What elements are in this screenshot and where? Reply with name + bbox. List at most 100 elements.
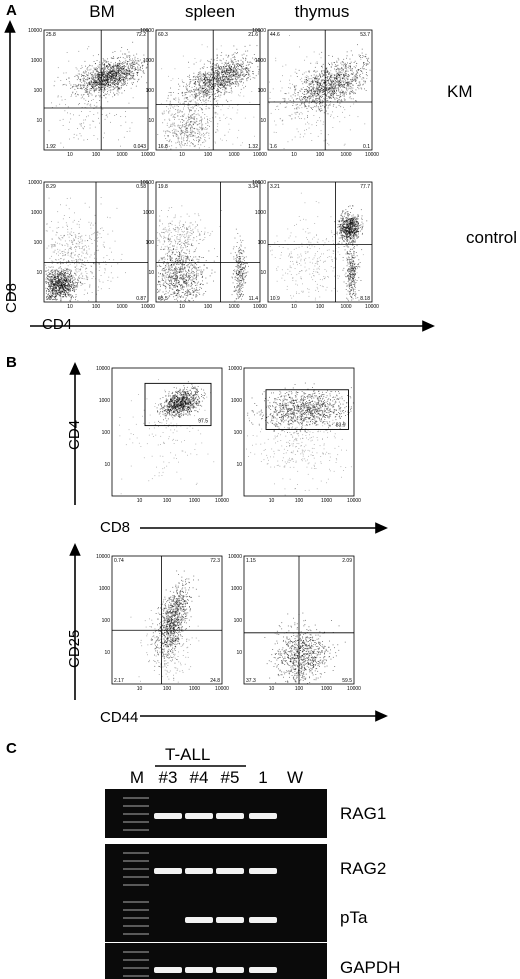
plot-frame [155, 181, 261, 303]
plot-km-spleen: 10 10 100 100 1000 1000 10000 10000 60.3 21.6 16.8… [140, 28, 267, 158]
y-tick-label: 10000 [228, 554, 242, 560]
x-tick-label: 1000 [189, 498, 200, 504]
x-tick-label: 1000 [116, 304, 127, 310]
quadrant-value-ur: 53.7 [360, 32, 370, 38]
quadrant-value-ul: 3.21 [270, 184, 280, 190]
x-tick-label: 10 [269, 686, 275, 692]
quadrant-value-ll: 37.3 [246, 678, 256, 684]
y-tick-label: 10 [148, 270, 154, 276]
x-tick-label: 100 [295, 686, 304, 692]
gel-strip-pTa [105, 893, 327, 942]
x-tick-label: 10000 [141, 304, 155, 310]
y-tick-label: 1000 [255, 58, 266, 64]
quadrant-value-ur: 21.6 [248, 32, 258, 38]
quadrant-value-lr: 8.18 [360, 296, 370, 302]
panel-b-top-x-axis-label: CD8 [100, 519, 131, 536]
y-tick-label: 100 [146, 240, 155, 246]
plot-b-cd4-cd8-2: 10 10 100 100 1000 1000 10000 10000 83.9 [228, 366, 361, 504]
quadrant-value-ul: 44.6 [270, 32, 280, 38]
y-tick-label: 10 [36, 270, 42, 276]
pcr-band [216, 868, 244, 874]
x-tick-label: 10 [137, 686, 143, 692]
y-tick-label: 100 [102, 430, 111, 436]
ladder-band [123, 852, 149, 854]
quadrant-value-ul: 1.15 [246, 558, 256, 564]
x-tick-label: 10000 [215, 498, 229, 504]
quadrant-value-lr: 59.5 [342, 678, 352, 684]
y-tick-label: 10 [236, 650, 242, 656]
y-tick-label: 1000 [99, 398, 110, 404]
plot-control-thymus: 10 10 100 100 1000 1000 10000 10000 3.21 77.7 10.9… [252, 180, 379, 310]
ladder-band [123, 884, 149, 886]
quadrant-value-ul: 25.8 [46, 32, 56, 38]
ladder-band [123, 975, 149, 977]
pcr-band [154, 868, 182, 874]
x-tick-label: 10 [291, 152, 297, 158]
quadrant-value-ul: 8.29 [46, 184, 56, 190]
y-tick-label: 1000 [31, 210, 42, 216]
panel-a-x-axis-label: CD4 [42, 316, 73, 333]
x-tick-label: 100 [92, 152, 101, 158]
x-tick-label: 100 [316, 152, 325, 158]
y-tick-label: 1000 [143, 58, 154, 64]
quadrant-value-ur: 3.34 [248, 184, 258, 190]
x-tick-label: 10000 [347, 498, 361, 504]
y-tick-label: 100 [146, 88, 155, 94]
ladder-band [123, 917, 149, 919]
lane-label: #4 [189, 768, 209, 787]
y-tick-label: 1000 [31, 58, 42, 64]
x-tick-label: 1000 [189, 686, 200, 692]
event-dots [269, 187, 368, 302]
x-tick-label: 100 [295, 498, 304, 504]
plot-km-bm: 10 10 100 100 1000 1000 10000 10000 25.8 72.2 1.92… [28, 28, 155, 158]
y-tick-label: 10 [148, 118, 154, 124]
row-label-control: control [466, 228, 518, 247]
ladder-band [123, 805, 149, 807]
gate-value: 83.9 [336, 422, 346, 428]
pcr-band [249, 868, 277, 874]
pcr-band [216, 967, 244, 973]
quadrant-value-ur: 77.7 [360, 184, 370, 190]
ladder-band [123, 951, 149, 953]
y-tick-label: 100 [234, 618, 243, 624]
pcr-band [185, 813, 213, 819]
pcr-band [249, 917, 277, 923]
lane-label: #5 [220, 768, 240, 787]
lane-label: W [286, 768, 304, 787]
ladder-band [123, 967, 149, 969]
plot-b-cd25-cd44-2: 10 10 100 100 1000 1000 10000 10000 1.15 2.09 37.3… [228, 554, 361, 692]
y-tick-label: 10 [260, 270, 266, 276]
quadrant-value-lr: 24.8 [210, 678, 220, 684]
y-tick-label: 100 [34, 88, 43, 94]
y-tick-label: 10 [104, 650, 110, 656]
quadrant-value-ll: 90.3 [46, 296, 56, 302]
y-tick-label: 1000 [231, 586, 242, 592]
y-tick-label: 10000 [28, 180, 42, 186]
pcr-band [185, 868, 213, 874]
ladder-band [123, 933, 149, 935]
plot-frame [267, 29, 373, 151]
event-dots [157, 205, 249, 302]
pcr-band [249, 967, 277, 973]
event-dots [246, 382, 354, 496]
gate-value: 97.5 [198, 419, 208, 425]
ladder-band [123, 925, 149, 927]
quadrant-value-lr: 0.87 [136, 296, 146, 302]
y-tick-label: 1000 [255, 210, 266, 216]
x-tick-label: 10 [179, 152, 185, 158]
x-tick-label: 10000 [365, 304, 379, 310]
y-tick-label: 10000 [140, 28, 154, 34]
row-label-km: KM [447, 82, 473, 101]
gate-box [265, 389, 349, 430]
y-tick-label: 10000 [28, 28, 42, 34]
y-tick-label: 10000 [228, 366, 242, 372]
y-tick-label: 10 [260, 118, 266, 124]
x-tick-label: 10000 [253, 152, 267, 158]
y-tick-label: 10000 [96, 554, 110, 560]
y-tick-label: 1000 [99, 586, 110, 592]
quadrant-value-ul: 0.74 [114, 558, 124, 564]
y-tick-label: 1000 [231, 398, 242, 404]
ladder-band [123, 829, 149, 831]
ladder-band [123, 909, 149, 911]
x-tick-label: 10000 [141, 152, 155, 158]
